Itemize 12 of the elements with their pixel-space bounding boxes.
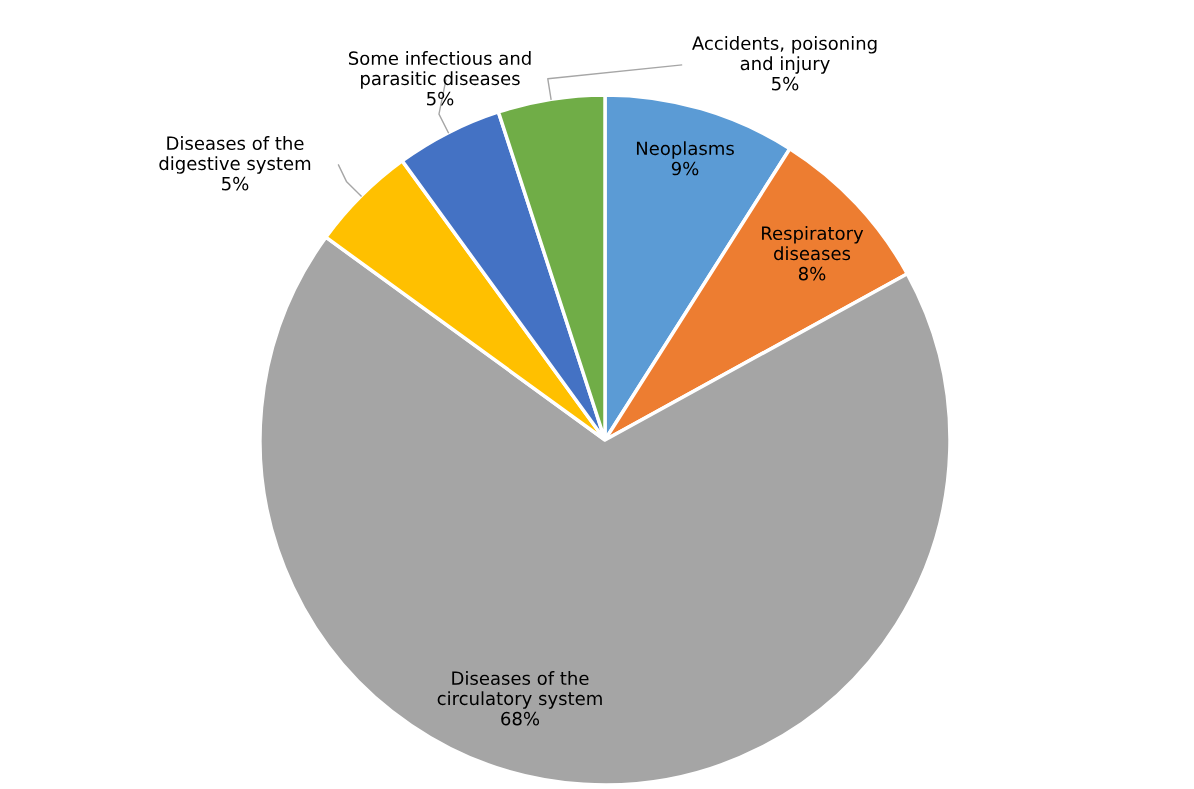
slice-label: Diseases of the digestive system: [159, 136, 311, 174]
data-label: 5%: [427, 91, 454, 106]
slice-label: Some infectious and parasitic diseases: [348, 51, 531, 89]
data-label: 5%: [222, 176, 249, 191]
data-label: 68%: [501, 711, 540, 726]
data-label: 8%: [798, 266, 826, 281]
slice-label: Diseases of the circulatory system: [437, 671, 602, 709]
slice-label: Accidents, poisoning and injury: [692, 36, 877, 74]
slice-label: Respiratory diseases: [762, 226, 864, 261]
slice-label: Neoplasms: [636, 141, 734, 159]
data-label: 9%: [671, 161, 699, 176]
data-label: 5%: [772, 76, 799, 91]
